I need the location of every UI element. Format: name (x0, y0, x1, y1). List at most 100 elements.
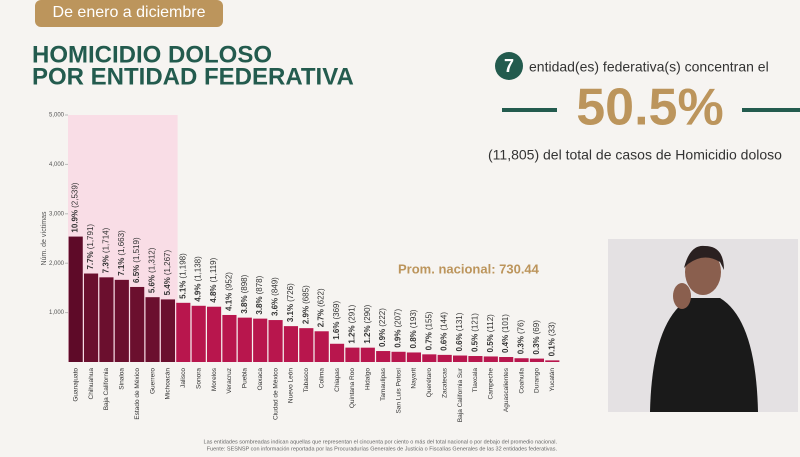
count-label: (878) (255, 275, 264, 294)
value-label: 3.6% (849) (271, 277, 280, 316)
count-label: (290) (363, 304, 372, 323)
x-tick-label: Chihuahua (88, 368, 95, 400)
x-tick-label: Tabasco (303, 368, 310, 393)
count-label: (291) (348, 304, 357, 323)
bar (299, 328, 314, 362)
bar (514, 358, 529, 362)
value-label: 7.7%(1,791) (86, 224, 95, 270)
bar (268, 320, 283, 362)
bar (437, 354, 452, 362)
bar (237, 317, 252, 362)
y-tick-label: 1,000 (49, 310, 65, 316)
share-label: 3.1% (286, 304, 295, 322)
title: HOMICIDIO DOLOSO (32, 41, 272, 68)
share-label: 0.9% (394, 330, 403, 348)
bar (545, 360, 560, 362)
value-label: 0.3%(69) (532, 320, 541, 355)
x-tick-label: Tlaxcala (472, 368, 479, 393)
average: Prom. nacional: 730.44 (398, 261, 540, 276)
value-label: 4.9% (1,138) (194, 256, 203, 302)
x-tick-label: Nuevo León (288, 368, 295, 403)
count-label: (369) (332, 301, 341, 320)
value-label: 3.8% (898) (240, 274, 249, 313)
bar (145, 297, 160, 362)
x-tick-label: Campeche (488, 368, 495, 400)
value-label: 4.8% (1,119) (209, 257, 218, 302)
value-label: 5.6% (1,312) (148, 247, 157, 293)
bar (483, 356, 498, 362)
x-tick-label: Guanajuato (72, 368, 79, 402)
value-label: 1.6% (369) (332, 301, 341, 340)
x-tick-label: Tamaulipas (380, 367, 387, 401)
x-tick-label: Guerrero (149, 368, 156, 394)
x-tick-label: Baja California Sur (457, 367, 464, 422)
footnote: Las entidades sombreadas indican aquella… (204, 439, 558, 445)
count-label: (222) (378, 308, 387, 327)
share-label: 5.1% (178, 281, 187, 299)
x-tick-label: Puebla (242, 368, 249, 389)
share-label: 0.8% (409, 330, 418, 348)
share-label: 4.8% (209, 284, 218, 302)
bar (206, 306, 222, 362)
share-label: 6.5% (132, 265, 141, 283)
x-tick-label: Zacatecas (441, 367, 448, 398)
share-label: 0.1% (547, 338, 556, 356)
count-label: (193) (409, 309, 418, 328)
bar (452, 355, 468, 362)
x-tick-label: Morelos (211, 367, 218, 391)
rule (502, 108, 557, 112)
x-tick-label: Hidalgo (365, 368, 372, 390)
share-label: 3.8% (240, 295, 249, 313)
bar (68, 236, 83, 362)
count-label: (849) (271, 277, 280, 296)
x-tick-label: Veracruz (226, 368, 233, 394)
bar (376, 351, 391, 362)
bar (422, 354, 437, 362)
x-tick-label: San Luis Potosí (395, 368, 402, 414)
share-label: 2.9% (301, 306, 310, 324)
value-label: 1.2% (290) (363, 304, 372, 343)
bar (191, 305, 206, 362)
count-label: (101) (501, 314, 510, 333)
summary-text: (11,805) del total de casos de Homicidio… (488, 147, 782, 163)
bar (360, 347, 375, 362)
bar (329, 343, 345, 362)
count-label: (207) (394, 309, 403, 328)
count-label: (1,119) (209, 257, 218, 282)
count-label: (121) (471, 313, 480, 332)
bar (529, 358, 545, 362)
value-label: 0.9% (222) (378, 308, 387, 347)
share-label: 0.5% (471, 334, 480, 352)
count-label: (144) (440, 312, 449, 331)
share-label: 2.7% (317, 309, 326, 327)
count-label: (131) (455, 312, 464, 331)
title: POR ENTIDAD FEDERATIVA (32, 63, 354, 90)
value-label: 0.9% (207) (394, 309, 403, 348)
y-tick-label: 4,000 (49, 162, 65, 168)
share-label: 3.8% (255, 296, 264, 314)
interpreter (608, 239, 798, 412)
value-label: 0.5% (112) (486, 314, 495, 353)
count: 7 (504, 56, 514, 76)
y-tick-label: 3,000 (49, 211, 65, 217)
count-label: (1,312) (148, 247, 157, 273)
x-tick-label: Coahuila (518, 368, 525, 394)
period-badge (35, 0, 223, 27)
x-tick-label: Baja California (103, 368, 110, 411)
value-label: 4.1% (952) (225, 272, 234, 311)
share-label: 4.9% (194, 284, 203, 302)
share-label: 7.1% (117, 258, 126, 276)
share-label: 0.6% (440, 333, 449, 351)
footnote: Fuente: SESNSP con información reportada… (207, 446, 558, 452)
value-label: 10.9% (2,539) (71, 182, 80, 232)
share-label: 0.7% (424, 332, 433, 350)
count-label: (1,198) (178, 253, 187, 279)
value-label: 0.5% (121) (471, 313, 480, 352)
share-label: 0.5% (486, 334, 495, 352)
share-label: 0.4% (501, 335, 510, 353)
value-label: 2.7% (622) (317, 288, 326, 327)
count-label: (1,714) (102, 227, 111, 253)
bar (130, 286, 145, 362)
bar (468, 356, 483, 362)
